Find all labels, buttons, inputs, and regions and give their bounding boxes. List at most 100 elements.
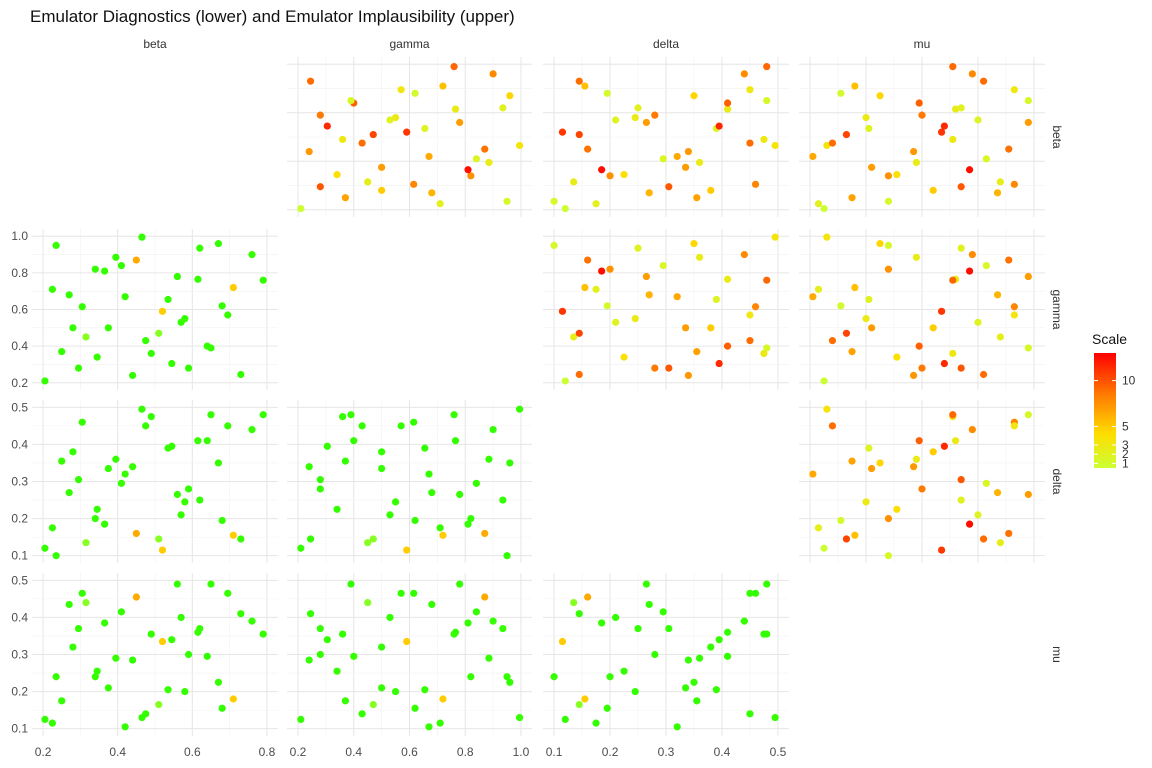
diagnostic-point-4	[428, 489, 436, 497]
implausibility-point-5	[929, 324, 937, 332]
implausibility-point-5	[929, 448, 937, 456]
diagnostic-point-28	[184, 650, 193, 659]
diagnostic-point-10	[93, 505, 101, 513]
diagnostic-point-26	[386, 511, 394, 519]
implausibility-point-31	[915, 342, 923, 350]
implausibility-point-8	[996, 333, 1004, 341]
panel-delta-gamma	[287, 400, 532, 563]
diagnostic-point-11	[101, 267, 109, 275]
diagnostic-point-39	[259, 276, 267, 284]
implausibility-point-10	[620, 353, 628, 361]
x-tick-label-gamma: 0.2	[290, 745, 307, 759]
y-tick-label-mu: 0.1	[11, 722, 28, 736]
diagnostic-point-24	[168, 636, 176, 644]
implausibility-point-22	[558, 307, 567, 315]
diagnostic-point-33	[506, 459, 514, 467]
diagnostic-point-35	[224, 589, 232, 597]
diagnostic-point-12	[378, 464, 386, 473]
legend-tick-label: 1	[1122, 456, 1129, 470]
implausibility-point-25	[1024, 272, 1032, 281]
diagnostic-point-33	[506, 678, 514, 686]
diagnostic-point-22	[158, 637, 167, 646]
diagnostic-point-31	[203, 652, 211, 660]
y-tick-label-delta: 0.2	[11, 512, 28, 526]
diagnostic-point-1	[436, 524, 444, 532]
diagnostic-point-11	[598, 619, 606, 627]
diagnostic-point-29	[723, 628, 732, 636]
implausibility-point-1	[592, 285, 600, 293]
diagnostic-point-16	[305, 656, 313, 664]
diagnostic-point-39	[763, 630, 771, 638]
implausibility-point-16	[910, 147, 918, 156]
diagnostic-point-38	[248, 425, 256, 434]
implausibility-point-38	[968, 250, 976, 259]
implausibility-point-38	[740, 70, 748, 78]
implausibility-point-37	[306, 77, 315, 85]
x-tick-label-beta: 0.6	[184, 745, 201, 759]
diagnostic-point-6	[74, 364, 83, 372]
diagnostic-point-19	[358, 710, 366, 718]
implausibility-point-24	[940, 359, 948, 368]
diagnostic-point-23	[712, 686, 720, 694]
implausibility-point-19	[746, 139, 754, 147]
diagnostic-point-38	[489, 425, 497, 434]
diagnostic-point-15	[425, 723, 433, 731]
implausibility-point-26	[974, 116, 982, 124]
panel-beta-mu	[799, 57, 1045, 217]
diagnostic-point-2	[52, 241, 60, 250]
diagnostic-point-25	[173, 272, 181, 281]
diagnostic-point-13	[695, 654, 704, 662]
implausibility-point-3	[848, 348, 856, 356]
implausibility-point-14	[472, 155, 480, 163]
diagnostic-point-22	[558, 637, 567, 646]
implausibility-point-8	[996, 178, 1004, 186]
implausibility-point-11	[965, 166, 974, 174]
diagnostic-point-28	[651, 650, 659, 659]
x-tick-label-delta: 0.2	[602, 745, 619, 759]
strip-label-delta: delta	[653, 37, 679, 51]
diagnostic-point-4	[645, 600, 653, 609]
diagnostic-point-32	[347, 580, 355, 588]
diagnostic-point-4	[65, 489, 73, 497]
diagnostic-point-5	[378, 643, 386, 651]
diagnostic-point-27	[391, 687, 400, 696]
panel-mu-gamma	[287, 573, 532, 736]
implausibility-point-10	[893, 171, 901, 179]
implausibility-point-13	[695, 253, 704, 261]
implausibility-point-39	[763, 63, 771, 71]
implausibility-point-22	[937, 307, 946, 315]
implausibility-point-32	[1024, 344, 1032, 352]
implausibility-point-27	[391, 113, 400, 122]
implausibility-point-7	[1010, 303, 1018, 311]
diagnostic-point-15	[121, 293, 129, 301]
implausibility-point-17	[481, 145, 489, 153]
implausibility-point-22	[403, 128, 411, 136]
diagnostic-point-7	[78, 303, 86, 311]
implausibility-point-2	[550, 241, 558, 250]
diagnostic-point-27	[181, 315, 189, 323]
strip-label-beta: beta	[143, 37, 167, 51]
diagnostic-point-33	[214, 459, 223, 467]
diagnostic-point-8	[364, 539, 372, 547]
diagnostic-point-30	[196, 624, 204, 633]
legend-title: Scale	[1092, 331, 1127, 347]
row-label-gamma: gamma	[1050, 289, 1064, 329]
implausibility-point-5	[707, 186, 715, 194]
implausibility-point-11	[464, 166, 472, 174]
diagnostic-point-12	[378, 684, 386, 692]
implausibility-point-4	[993, 291, 1002, 299]
implausibility-point-12	[681, 324, 690, 332]
diagnostic-point-3	[58, 697, 66, 705]
legend-tick-label: 2	[1122, 447, 1129, 461]
diagnostic-point-23	[164, 295, 172, 304]
diagnostic-point-36	[229, 695, 237, 703]
diagnostic-point-35	[224, 422, 232, 430]
diagnostic-point-30	[634, 624, 642, 633]
diagnostic-point-34	[218, 302, 226, 310]
diagnostic-point-18	[771, 713, 779, 722]
diagnostic-point-9	[606, 673, 614, 681]
implausibility-point-11	[598, 267, 606, 275]
implausibility-point-21	[575, 329, 583, 337]
implausibility-point-31	[723, 342, 732, 350]
